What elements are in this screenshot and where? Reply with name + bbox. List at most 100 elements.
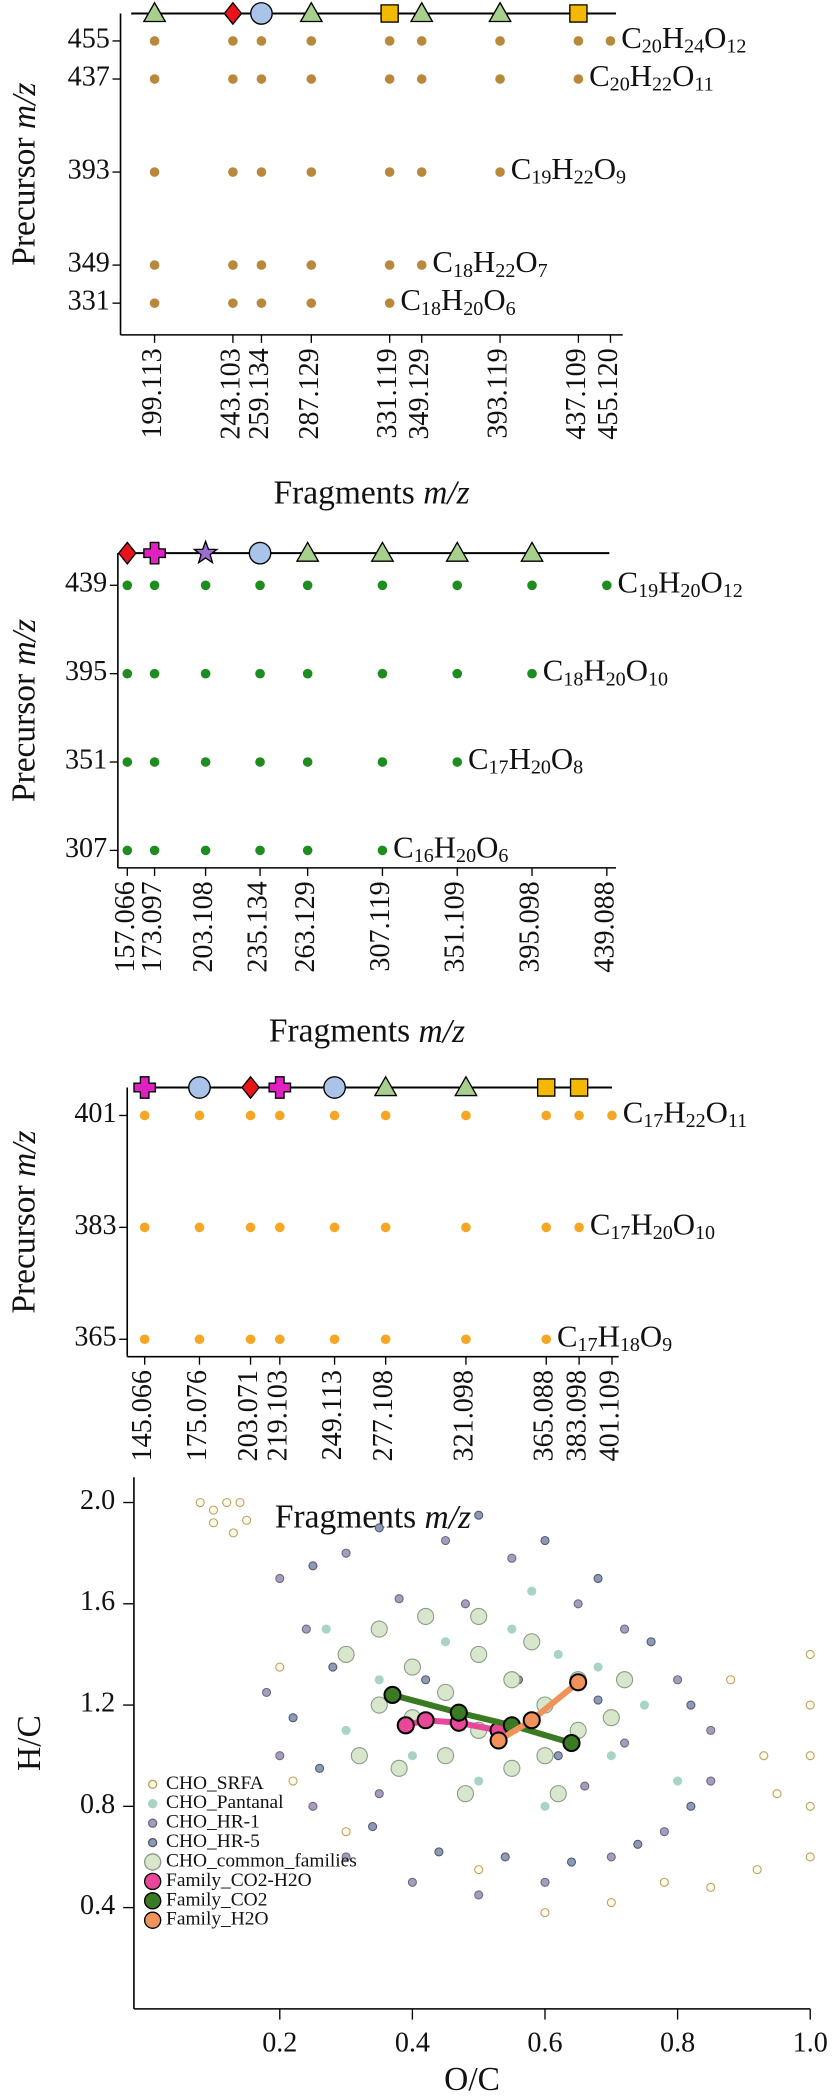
fragment-dot: [607, 1110, 617, 1121]
fragment-dot: [384, 298, 395, 308]
fragment-dot: [461, 1110, 471, 1121]
fragment-dot: [495, 74, 505, 84]
legend-label: CHO_SRFA: [166, 1773, 264, 1794]
loss-marker: [409, 1, 434, 23]
formula-point: [440, 1637, 451, 1647]
fragment-dot: [541, 1110, 552, 1121]
x-tick-label: 321.098: [448, 1370, 479, 1461]
x-tick-label: 243.103: [215, 348, 246, 439]
fragment-dot: [256, 167, 267, 177]
fragment-dot: [200, 668, 211, 679]
x-tick-label: 437.109: [561, 348, 592, 439]
fragment-dot: [495, 167, 505, 177]
formula-label: C20H22O11: [589, 59, 714, 95]
formula-point: [474, 1510, 484, 1520]
formula-point: [606, 1852, 616, 1862]
formula-point: [474, 1865, 484, 1875]
loss-marker: [192, 539, 219, 565]
fragment-dot: [122, 668, 133, 679]
formula-point: [540, 1535, 550, 1546]
fragment-dot: [149, 260, 160, 270]
y-axis-label: Precursor m/z: [5, 619, 42, 802]
formula-point: [805, 1700, 815, 1710]
formula-point: [673, 1776, 683, 1786]
formula-point: [606, 1897, 616, 1908]
formula-point: [474, 1890, 484, 1900]
formula-point: [523, 1633, 541, 1651]
loss-marker: [248, 541, 272, 565]
formula-point: [374, 1789, 384, 1799]
x-tick-label: 145.066: [127, 1370, 158, 1461]
x-tick-label: 307.119: [365, 881, 396, 971]
legend-marker: [147, 1779, 158, 1790]
legend-marker: [143, 1853, 162, 1871]
loss-marker: [268, 1076, 292, 1099]
fragment-dot: [380, 1222, 391, 1233]
fragment-dot: [573, 74, 584, 84]
fragment-dot: [122, 580, 133, 591]
fragment-dot: [302, 845, 313, 856]
x-tick-label: 173.097: [137, 881, 168, 972]
formula-point: [620, 1738, 630, 1748]
y-tick-label: 351: [65, 744, 107, 775]
fragment-dot: [274, 1222, 285, 1233]
fragment-dot: [228, 260, 238, 270]
formula-point: [374, 1523, 384, 1533]
x-tick-label: 439.088: [589, 881, 620, 972]
formula-point: [540, 1908, 550, 1918]
formula-point: [527, 1586, 537, 1596]
family-point: [383, 1685, 402, 1704]
formula-point: [350, 1747, 368, 1765]
formula-label: C17H22O11: [623, 1096, 748, 1132]
fragment-dot: [149, 757, 160, 767]
formula-point: [341, 1548, 351, 1558]
y-tick-label: 383: [74, 1210, 116, 1241]
loss-marker: [520, 541, 544, 562]
fragment-dot: [256, 36, 267, 46]
y-tick-label: 393: [68, 155, 110, 186]
formula-point: [553, 1751, 563, 1761]
x-tick-label: 395.098: [514, 881, 545, 972]
x-tick-label: 401.109: [594, 1370, 625, 1461]
formula-point: [566, 1857, 577, 1867]
loss-marker: [241, 1075, 260, 1100]
formula-point: [195, 1497, 205, 1508]
formula-point: [328, 1662, 338, 1672]
fragment-dot: [139, 1110, 150, 1121]
loss-marker: [188, 1076, 211, 1099]
fragment-dot: [256, 74, 267, 84]
x-tick-label: 219.103: [262, 1370, 293, 1461]
y-tick-label: 0.8: [80, 1789, 115, 1820]
formula-point: [308, 1801, 318, 1811]
fragment-dot: [416, 74, 427, 84]
formula-point: [394, 1594, 404, 1604]
family-point: [449, 1703, 468, 1722]
formula-point: [403, 1658, 421, 1676]
fragment-dot: [255, 757, 265, 767]
legend-label: CHO_HR-5: [166, 1831, 260, 1852]
fragment-dot: [122, 757, 133, 767]
legend-label: CHO_Pantanal: [166, 1792, 283, 1813]
y-tick-label: 2.0: [80, 1485, 115, 1516]
fragment-dot: [200, 757, 211, 767]
formula-point: [759, 1751, 769, 1761]
fragment-dot: [139, 1334, 150, 1345]
formula-point: [456, 1785, 475, 1803]
fragment-dot: [255, 580, 265, 591]
x-tick-label: 1.0: [793, 2027, 828, 2058]
y-tick-label: 439: [65, 568, 107, 599]
fragment-dot: [495, 36, 505, 46]
fragment-dot: [228, 74, 238, 84]
formula-point: [540, 1877, 550, 1887]
legend-marker: [147, 1818, 158, 1828]
y-tick-label: 437: [68, 61, 110, 92]
y-axis-label: H/C: [11, 1715, 48, 1771]
fragment-dot: [380, 1110, 391, 1121]
formula-point: [646, 1637, 656, 1647]
fragment-dot: [228, 167, 238, 177]
formula-point: [341, 1852, 351, 1862]
y-tick-label: 349: [68, 248, 110, 279]
fragment-dot: [306, 167, 317, 177]
